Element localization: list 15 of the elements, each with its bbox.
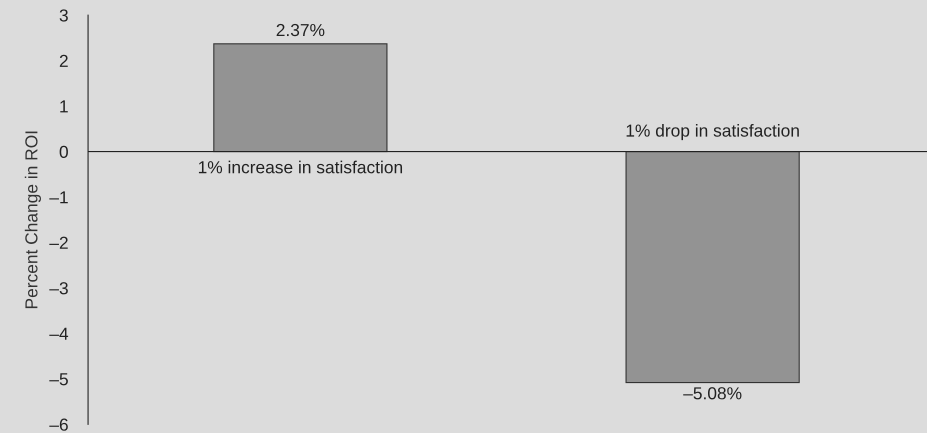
x-tick-label: 1% increase in satisfaction xyxy=(198,160,402,174)
y-tick-label: –3 xyxy=(49,282,68,294)
x-tick-label: 1% drop in satisfaction xyxy=(626,124,799,140)
y-tick-label: –6 xyxy=(49,418,68,431)
y-tick-label: –5 xyxy=(49,373,68,386)
data-label: –5.08% xyxy=(683,387,742,400)
y-tick-label: –2 xyxy=(49,236,68,249)
y-tick-label: 3 xyxy=(60,9,68,22)
y-tick-label: 1 xyxy=(60,100,68,112)
y-tick-label: –1 xyxy=(49,191,68,204)
y-tick-label: –4 xyxy=(49,328,68,340)
y-tick-label: 2 xyxy=(60,54,68,67)
data-label: 2.37% xyxy=(276,24,324,36)
y-axis-title: Percent Change in ROI xyxy=(24,132,41,308)
y-tick-label: 0 xyxy=(60,146,68,158)
